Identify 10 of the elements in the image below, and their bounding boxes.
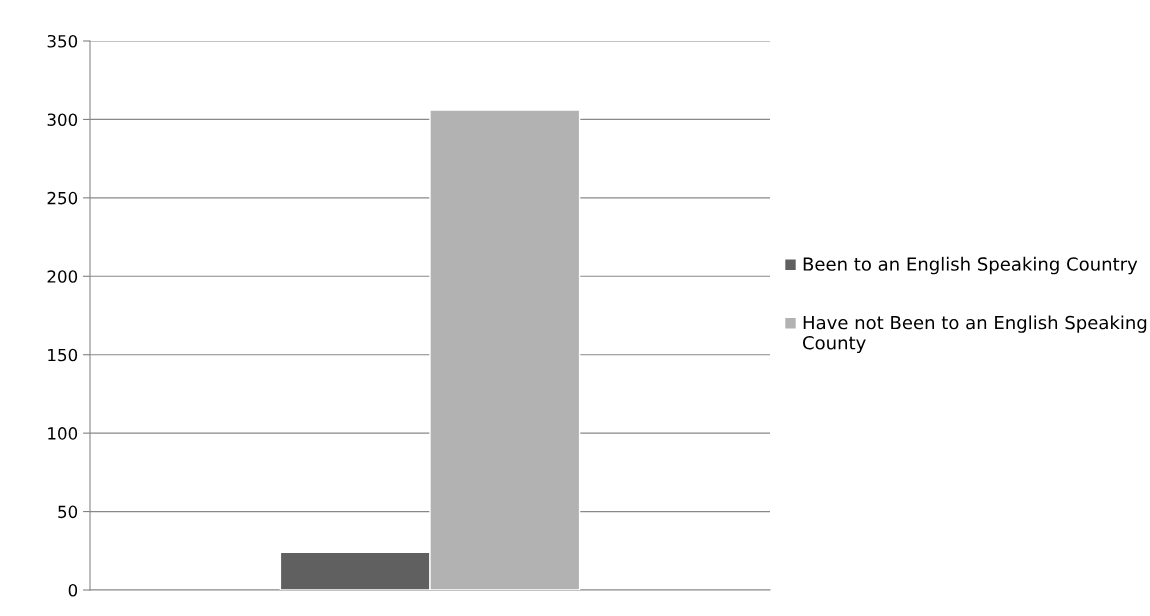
y-tick-label: 200 bbox=[47, 270, 78, 283]
y-tick-label: 150 bbox=[48, 348, 78, 362]
y-tick-label: 250 bbox=[47, 191, 78, 205]
legend-label: Been to an English Speaking Country bbox=[803, 256, 1138, 275]
y-tick-label: 350 bbox=[47, 34, 78, 48]
y-tick-label: 100 bbox=[48, 427, 78, 440]
y-tick-label: 0 bbox=[68, 583, 78, 597]
legend-label: Have not Been to an English Speaking County bbox=[803, 315, 1147, 354]
y-tick-label: 50 bbox=[58, 505, 78, 519]
y-tick-label: 300 bbox=[47, 113, 78, 126]
